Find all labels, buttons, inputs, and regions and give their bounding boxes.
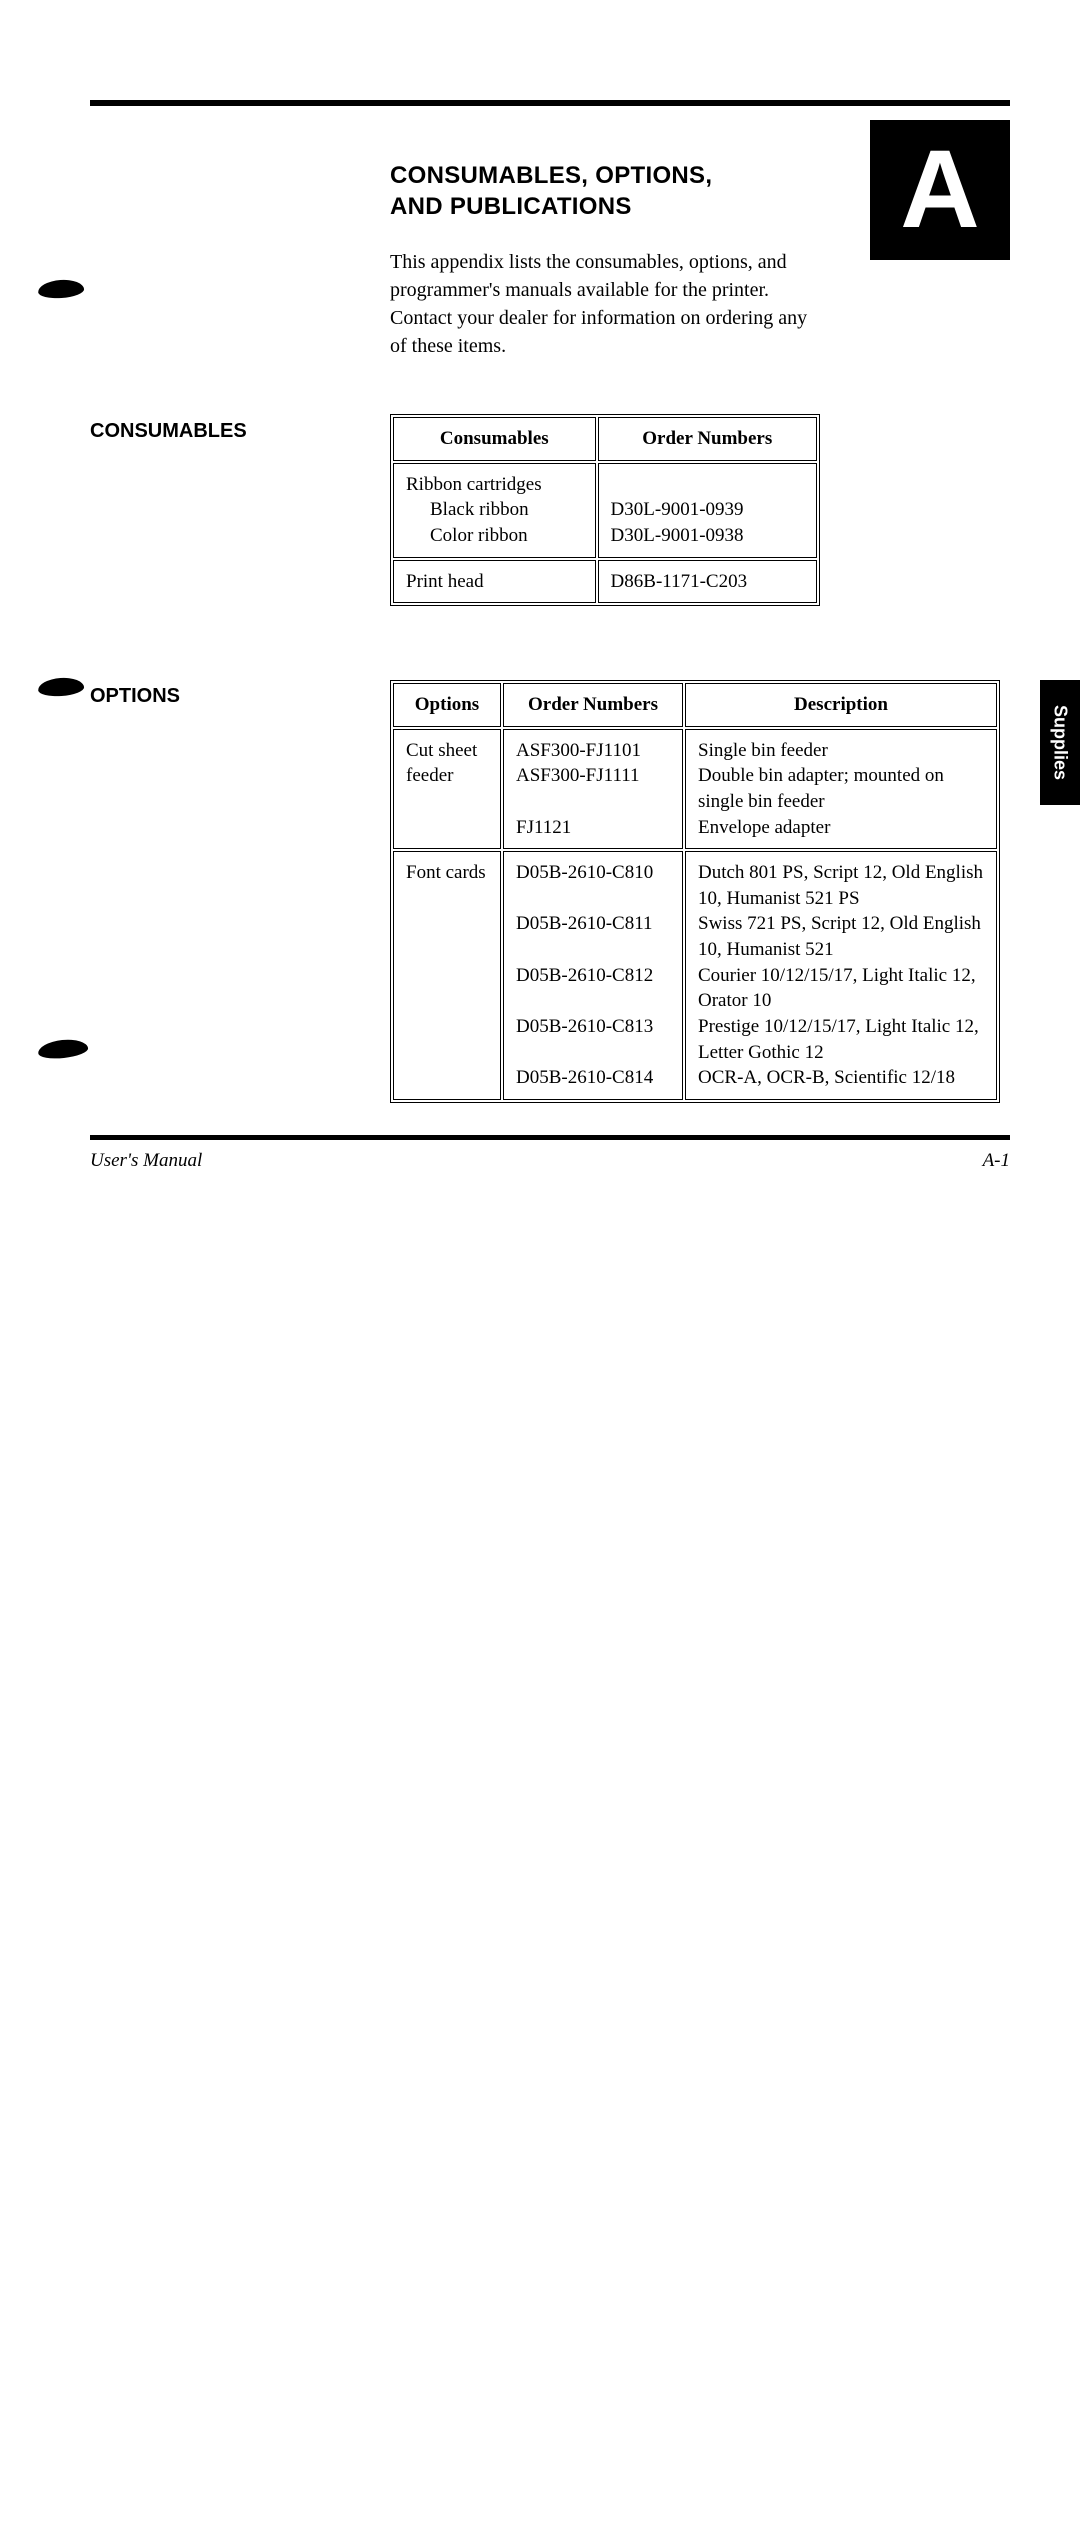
- col-header: Options: [393, 683, 501, 727]
- options-table: Options Order Numbers Description Cut sh…: [390, 680, 1000, 1103]
- binder-mark-icon: [37, 676, 84, 697]
- intro-paragraph: This appendix lists the consumables, opt…: [390, 248, 820, 360]
- footer-left: User's Manual: [90, 1150, 202, 1172]
- page-footer: User's Manual A-1: [90, 1150, 1010, 1172]
- appendix-letter: A: [900, 135, 979, 245]
- col-header: Description: [685, 683, 997, 727]
- top-rule: [90, 100, 1010, 106]
- table-header-row: Options Order Numbers Description: [393, 683, 997, 727]
- binder-mark-icon: [37, 1037, 89, 1060]
- cell: Ribbon cartridges Black ribbon Color rib…: [393, 463, 596, 558]
- cell: ASF300-FJ1101 ASF300-FJ1111 FJ1121: [503, 729, 683, 850]
- table-row: Ribbon cartridges Black ribbon Color rib…: [393, 463, 817, 558]
- col-header: Consumables: [393, 417, 596, 461]
- table-row: Print head D86B-1171-C203: [393, 560, 817, 604]
- side-tab-supplies: Supplies: [1040, 680, 1080, 805]
- header-block: CONSUMABLES, OPTIONS, AND PUBLICATIONS T…: [390, 160, 820, 360]
- bottom-rule: [90, 1135, 1010, 1140]
- col-header: Order Numbers: [598, 417, 817, 461]
- col-header: Order Numbers: [503, 683, 683, 727]
- cell: Dutch 801 PS, Script 12, Old English 10,…: [685, 851, 997, 1100]
- table-header-row: Consumables Order Numbers: [393, 417, 817, 461]
- cell: Cut sheet feeder: [393, 729, 501, 850]
- manual-page: A CONSUMABLES, OPTIONS, AND PUBLICATIONS…: [0, 0, 1080, 90]
- cell: D30L-9001-0939 D30L-9001-0938: [598, 463, 817, 558]
- section-label-options: OPTIONS: [90, 685, 180, 708]
- cell: Font cards: [393, 851, 501, 1100]
- appendix-letter-badge: A: [870, 120, 1010, 260]
- binder-mark-icon: [37, 278, 84, 299]
- cell: Single bin feeder Double bin adapter; mo…: [685, 729, 997, 850]
- table-row: Font cards D05B-2610-C810 D05B-2610-C811…: [393, 851, 997, 1100]
- page-title: CONSUMABLES, OPTIONS, AND PUBLICATIONS: [390, 160, 820, 222]
- section-label-consumables: CONSUMABLES: [90, 420, 247, 443]
- cell: Print head: [393, 560, 596, 604]
- table-row: Cut sheet feeder ASF300-FJ1101 ASF300-FJ…: [393, 729, 997, 850]
- cell: D86B-1171-C203: [598, 560, 817, 604]
- cell: D05B-2610-C810 D05B-2610-C811 D05B-2610-…: [503, 851, 683, 1100]
- consumables-table: Consumables Order Numbers Ribbon cartrid…: [390, 414, 820, 606]
- footer-right: A-1: [983, 1150, 1010, 1172]
